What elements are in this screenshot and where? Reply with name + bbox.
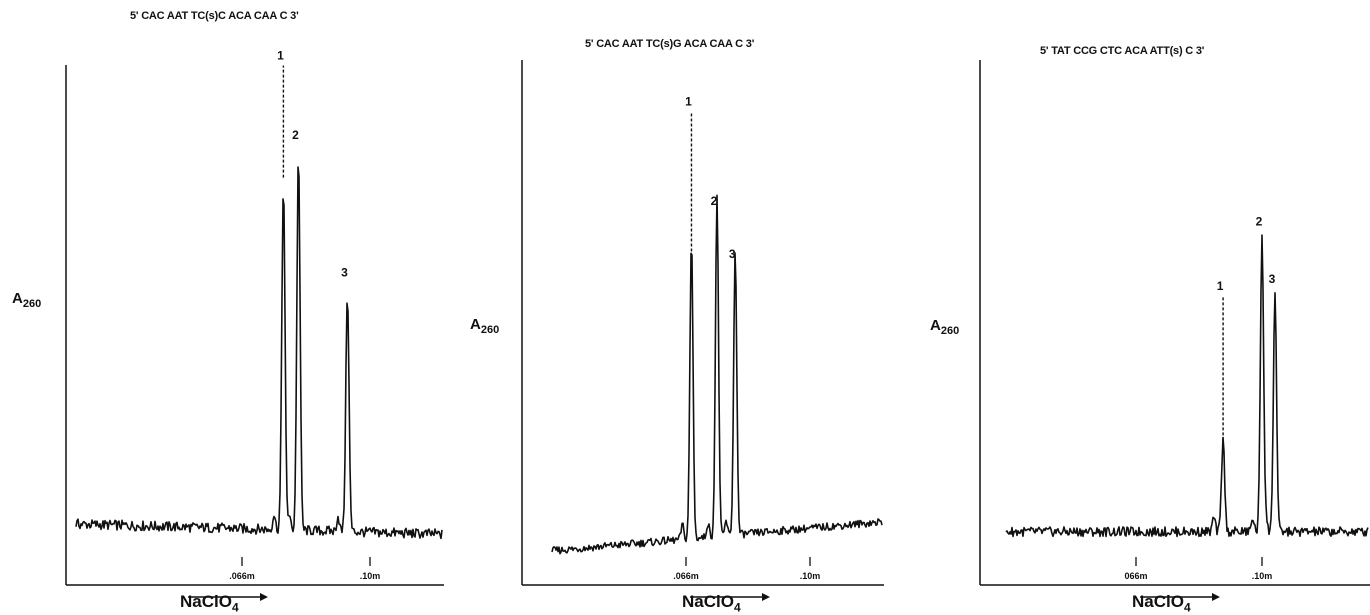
chromatogram-plot: .066m .10m 1 2 3 — [521, 60, 884, 586]
x-tick-label: .10m — [800, 571, 821, 581]
chromatogram-plot: .066m .10m 1 2 3 — [65, 48, 444, 586]
peak-label: 2 — [1256, 215, 1263, 229]
x-axis-label: NaClO4 — [180, 592, 268, 614]
chromatogram-trace — [1005, 234, 1369, 538]
x-tick-label: .066m — [229, 571, 255, 581]
chromatogram-trace — [75, 166, 443, 540]
x-tick-label: .066m — [673, 571, 699, 581]
x-tick-label: 066m — [1124, 571, 1147, 581]
peak-label: 1 — [1217, 279, 1224, 293]
sequence-title: 5' CAC AAT TC(s)G ACA CAA C 3' — [585, 38, 755, 50]
arrow-right-icon — [188, 593, 268, 601]
peak-label: 3 — [1269, 272, 1276, 286]
chromatogram-panel-1: 5' CAC AAT TC(s)C ACA CAA C 3' A260 .066… — [0, 0, 450, 615]
y-axis-label: A260 — [930, 317, 960, 337]
x-tick-label: .10m — [1252, 571, 1273, 581]
peak-label: 1 — [685, 94, 692, 108]
y-axis-label: A260 — [12, 290, 42, 310]
peak-label: 1 — [277, 48, 284, 62]
arrow-right-icon — [1140, 593, 1220, 601]
x-tick-label: .10m — [360, 571, 381, 581]
peak-label: 2 — [711, 194, 718, 208]
chromatogram-panel-3: 5' TAT CCG CTC ACA ATT(s) C 3' A260 066m… — [900, 0, 1370, 615]
x-axis-label: NaClO4 — [1132, 592, 1220, 614]
sequence-title: 5' TAT CCG CTC ACA ATT(s) C 3' — [1040, 45, 1205, 57]
chromatogram-panel-2: 5' CAC AAT TC(s)G ACA CAA C 3' A260 .066… — [450, 0, 900, 615]
arrow-right-icon — [690, 593, 770, 601]
y-axis-label: A260 — [470, 316, 500, 336]
x-axis-label: NaClO4 — [682, 592, 770, 614]
chromatogram-trace — [551, 194, 883, 555]
peak-label: 3 — [729, 247, 736, 261]
sequence-title: 5' CAC AAT TC(s)C ACA CAA C 3' — [130, 10, 299, 22]
peak-label: 3 — [341, 266, 348, 280]
chromatogram-plot: 066m .10m 1 2 3 — [979, 60, 1370, 586]
peak-label: 2 — [292, 128, 299, 142]
